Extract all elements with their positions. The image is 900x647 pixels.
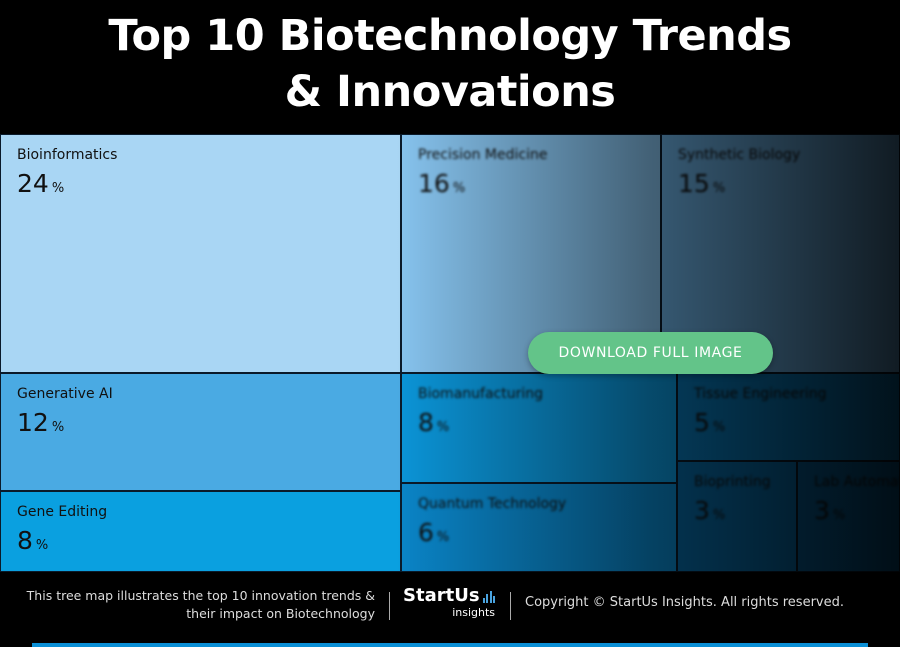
bar-chart-icon xyxy=(482,591,496,603)
tile-value-number: 8 xyxy=(418,408,434,437)
startus-insights-logo[interactable]: StartUs insights xyxy=(403,585,496,619)
footer-divider-right xyxy=(510,592,511,620)
title-line-1: Top 10 Biotechnology Trends xyxy=(108,11,792,61)
tile-value-unit: % xyxy=(35,538,49,553)
tile-value-unit: % xyxy=(832,508,846,523)
tile-value-unit: % xyxy=(51,420,65,435)
tile-value-unit: % xyxy=(436,530,450,545)
copyright-text: Copyright © StartUs Insights. All rights… xyxy=(525,595,844,610)
treemap-tile: Tissue Engineering 5% xyxy=(677,373,900,461)
tile-value: 6% xyxy=(418,518,449,547)
tile-label: Generative AI xyxy=(17,386,113,402)
tile-label: Tissue Engineering xyxy=(694,386,827,402)
caption-line-1: This tree map illustrates the top 10 inn… xyxy=(26,588,375,603)
tile-value: 3% xyxy=(694,496,725,525)
tile-value-unit: % xyxy=(436,420,450,435)
logo-brand-text: StartUs xyxy=(403,585,480,606)
logo-sub-text: insights xyxy=(452,606,496,619)
page-title: Top 10 Biotechnology Trends & Innovation… xyxy=(0,8,900,120)
tile-label: Bioinformatics xyxy=(17,147,118,163)
tile-value-number: 6 xyxy=(418,518,434,547)
tile-label: Gene Editing xyxy=(17,504,108,520)
tile-label: Bioprinting xyxy=(694,474,771,490)
bottom-accent-bar xyxy=(32,643,868,647)
tile-value: 12% xyxy=(17,408,64,437)
treemap-tile: Biomanufacturing 8% xyxy=(401,373,677,483)
tile-value: 3% xyxy=(814,496,845,525)
treemap-tile: Bioinformatics 24% xyxy=(0,134,401,373)
treemap-tile: Bioprinting 3% xyxy=(677,461,797,572)
tile-label: Precision Medicine xyxy=(418,147,548,163)
caption-line-2: their impact on Biotechnology xyxy=(186,606,375,621)
tile-value-number: 8 xyxy=(17,526,33,555)
tile-value: 5% xyxy=(694,408,725,437)
tile-value-number: 3 xyxy=(814,496,830,525)
tile-value: 24% xyxy=(17,169,64,198)
treemap-tile: Gene Editing 8% xyxy=(0,491,401,572)
tile-label: Lab Automation xyxy=(814,474,899,490)
tile-value: 16% xyxy=(418,169,465,198)
footer: This tree map illustrates the top 10 inn… xyxy=(0,572,900,647)
tile-value: 8% xyxy=(17,526,48,555)
tile-value-number: 15 xyxy=(678,169,710,198)
tile-value-number: 16 xyxy=(418,169,450,198)
treemap-tile: Quantum Technology 6% xyxy=(401,483,677,572)
tile-value-number: 12 xyxy=(17,408,49,437)
footer-divider-left xyxy=(389,592,390,620)
tile-value-unit: % xyxy=(712,508,726,523)
tile-value: 15% xyxy=(678,169,725,198)
title-line-2: & Innovations xyxy=(284,67,616,117)
tile-value-unit: % xyxy=(51,181,65,196)
tile-label: Synthetic Biology xyxy=(678,147,801,163)
treemap-tile: Lab Automation 3% xyxy=(797,461,900,572)
tile-value-unit: % xyxy=(712,181,726,196)
tile-label: Quantum Technology xyxy=(418,496,567,512)
tile-value-number: 3 xyxy=(694,496,710,525)
tile-value-unit: % xyxy=(712,420,726,435)
tile-value-unit: % xyxy=(452,181,466,196)
download-full-image-button[interactable]: DOWNLOAD FULL IMAGE xyxy=(528,332,773,374)
treemap-tile: Generative AI 12% xyxy=(0,373,401,491)
tile-label: Biomanufacturing xyxy=(418,386,543,402)
tile-value-number: 5 xyxy=(694,408,710,437)
tile-value-number: 24 xyxy=(17,169,49,198)
footer-caption: This tree map illustrates the top 10 inn… xyxy=(15,587,375,623)
tile-value: 8% xyxy=(418,408,449,437)
